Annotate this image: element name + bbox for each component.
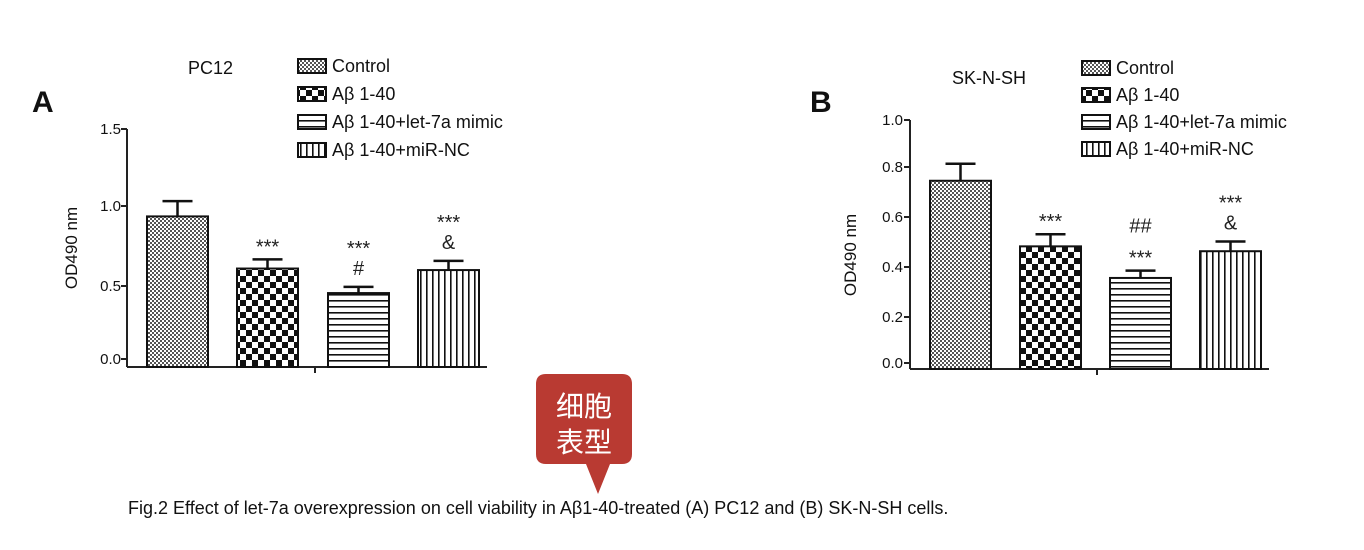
panel-title: PC12 bbox=[188, 58, 233, 78]
significance-label: ## bbox=[1129, 216, 1152, 238]
legend-label: Aβ 1-40+let-7a mimic bbox=[1116, 112, 1287, 132]
panel-b: B SK-N-SH OD490 nm 0.0 0.2 0.4 0.6 0.8 1.0 **… bbox=[810, 58, 1287, 375]
bar bbox=[417, 269, 480, 369]
legend-swatch bbox=[297, 142, 327, 158]
badge-line-2: 表型 bbox=[556, 426, 612, 459]
badge-shape bbox=[536, 374, 632, 494]
legend-swatch bbox=[1081, 141, 1111, 157]
bar bbox=[1019, 245, 1082, 370]
panel-letter: B bbox=[810, 86, 832, 119]
bar bbox=[1109, 276, 1172, 371]
legend-swatch bbox=[1081, 114, 1111, 130]
panel-a: A PC12 OD490 nm 0.00.51.01.5 *** ***#***&… bbox=[32, 56, 503, 373]
panel-title: SK-N-SH bbox=[952, 68, 1026, 88]
legend-label: Aβ 1-40 bbox=[332, 84, 395, 104]
y-tick-label: 0.6 bbox=[882, 209, 903, 226]
y-tick-label: 1.0 bbox=[100, 198, 121, 215]
bar bbox=[146, 215, 209, 368]
bar bbox=[929, 179, 992, 370]
significance-label: & bbox=[442, 232, 456, 254]
bars: *** ***#***& bbox=[146, 199, 480, 369]
legend-swatch bbox=[297, 86, 327, 102]
bars: *** ##******& bbox=[929, 162, 1262, 371]
legend-swatch bbox=[297, 58, 327, 74]
bar bbox=[1199, 250, 1262, 370]
y-tick-label: 0.8 bbox=[882, 159, 903, 176]
significance-label: *** bbox=[256, 236, 280, 258]
significance-label: *** bbox=[437, 212, 461, 234]
legend-swatch bbox=[297, 114, 327, 130]
legend-label: Control bbox=[1116, 58, 1174, 78]
y-tick-label: 0.0 bbox=[882, 355, 903, 372]
legend-label: Aβ 1-40+miR-NC bbox=[332, 140, 470, 160]
badge-line-1: 细胞 bbox=[556, 390, 612, 423]
figure-caption: Fig.2 Effect of let-7a overexpression on… bbox=[128, 498, 948, 518]
y-tick-label: 0.0 bbox=[100, 351, 121, 368]
legend-label: Aβ 1-40+miR-NC bbox=[1116, 139, 1254, 159]
legend-swatch bbox=[1081, 87, 1111, 103]
legend: Control Aβ 1-40 Aβ 1-40+let-7a mimic Aβ 1-4… bbox=[1081, 58, 1287, 159]
panel-letter: A bbox=[32, 86, 54, 119]
legend-label: Aβ 1-40 bbox=[1116, 85, 1179, 105]
legend-label: Control bbox=[332, 56, 390, 76]
significance-label: # bbox=[353, 258, 365, 280]
significance-label: & bbox=[1224, 213, 1238, 235]
y-tick-label: 0.4 bbox=[882, 259, 903, 276]
y-tick-label: 0.5 bbox=[100, 278, 121, 295]
significance-label: *** bbox=[1219, 193, 1243, 215]
phenotype-badge[interactable]: 细胞 表型 bbox=[536, 374, 632, 494]
bar bbox=[236, 267, 299, 368]
y-tick-label: 1.0 bbox=[882, 112, 903, 129]
y-axis-label: OD490 nm bbox=[62, 207, 81, 289]
legend: Control Aβ 1-40 Aβ 1-40+let-7a mimic Aβ 1-4… bbox=[297, 56, 503, 160]
y-tick-label: 1.5 bbox=[100, 121, 121, 138]
legend-swatch bbox=[1081, 60, 1111, 76]
y-tick-label: 0.2 bbox=[882, 309, 903, 326]
significance-label: *** bbox=[347, 238, 371, 260]
bar bbox=[327, 292, 390, 369]
significance-label: *** bbox=[1039, 211, 1063, 233]
y-axis-label: OD490 nm bbox=[841, 214, 860, 296]
legend-label: Aβ 1-40+let-7a mimic bbox=[332, 112, 503, 132]
significance-label: *** bbox=[1129, 248, 1153, 270]
